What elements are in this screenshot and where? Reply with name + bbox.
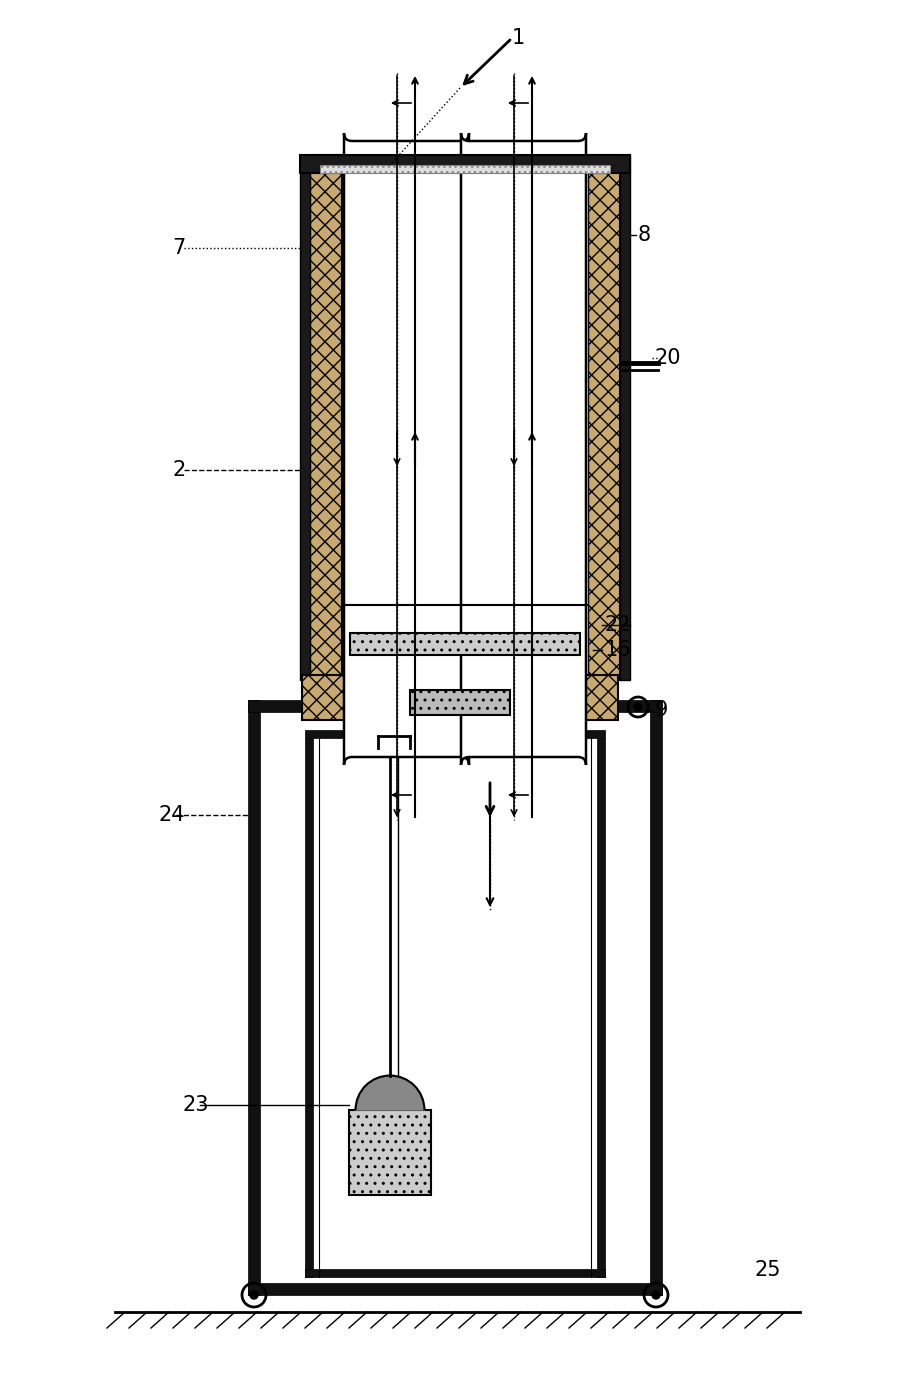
Text: 22: 22	[605, 616, 632, 635]
Text: 24: 24	[158, 805, 184, 825]
Text: 1: 1	[512, 28, 525, 47]
FancyBboxPatch shape	[344, 133, 469, 765]
Bar	[410, 690, 510, 715]
Text: 16: 16	[605, 639, 632, 660]
Bar	[300, 155, 310, 680]
Bar	[305, 1269, 605, 1277]
Bar	[305, 730, 605, 738]
Bar	[597, 738, 605, 1277]
Bar	[342, 155, 588, 680]
Text: 8: 8	[638, 225, 651, 246]
Bar	[349, 1110, 431, 1195]
Bar	[248, 699, 260, 1295]
Bar	[300, 155, 630, 173]
Circle shape	[652, 1291, 660, 1300]
Text: 2: 2	[172, 461, 185, 480]
Bar	[305, 738, 313, 1277]
Wedge shape	[355, 1075, 425, 1110]
Bar	[350, 632, 580, 655]
Circle shape	[250, 1291, 258, 1300]
FancyBboxPatch shape	[461, 133, 586, 765]
Bar	[620, 155, 630, 680]
Text: 25: 25	[755, 1261, 782, 1280]
Text: 9: 9	[655, 699, 668, 720]
Bar	[248, 699, 662, 712]
Text: 20: 20	[655, 348, 681, 369]
Bar	[650, 699, 662, 1295]
Bar	[248, 1283, 662, 1295]
Bar	[320, 165, 610, 173]
Circle shape	[634, 704, 642, 711]
Text: 23: 23	[182, 1094, 208, 1115]
Bar	[302, 676, 618, 720]
Bar	[588, 155, 620, 680]
Bar	[310, 155, 342, 680]
Text: 7: 7	[172, 237, 185, 258]
